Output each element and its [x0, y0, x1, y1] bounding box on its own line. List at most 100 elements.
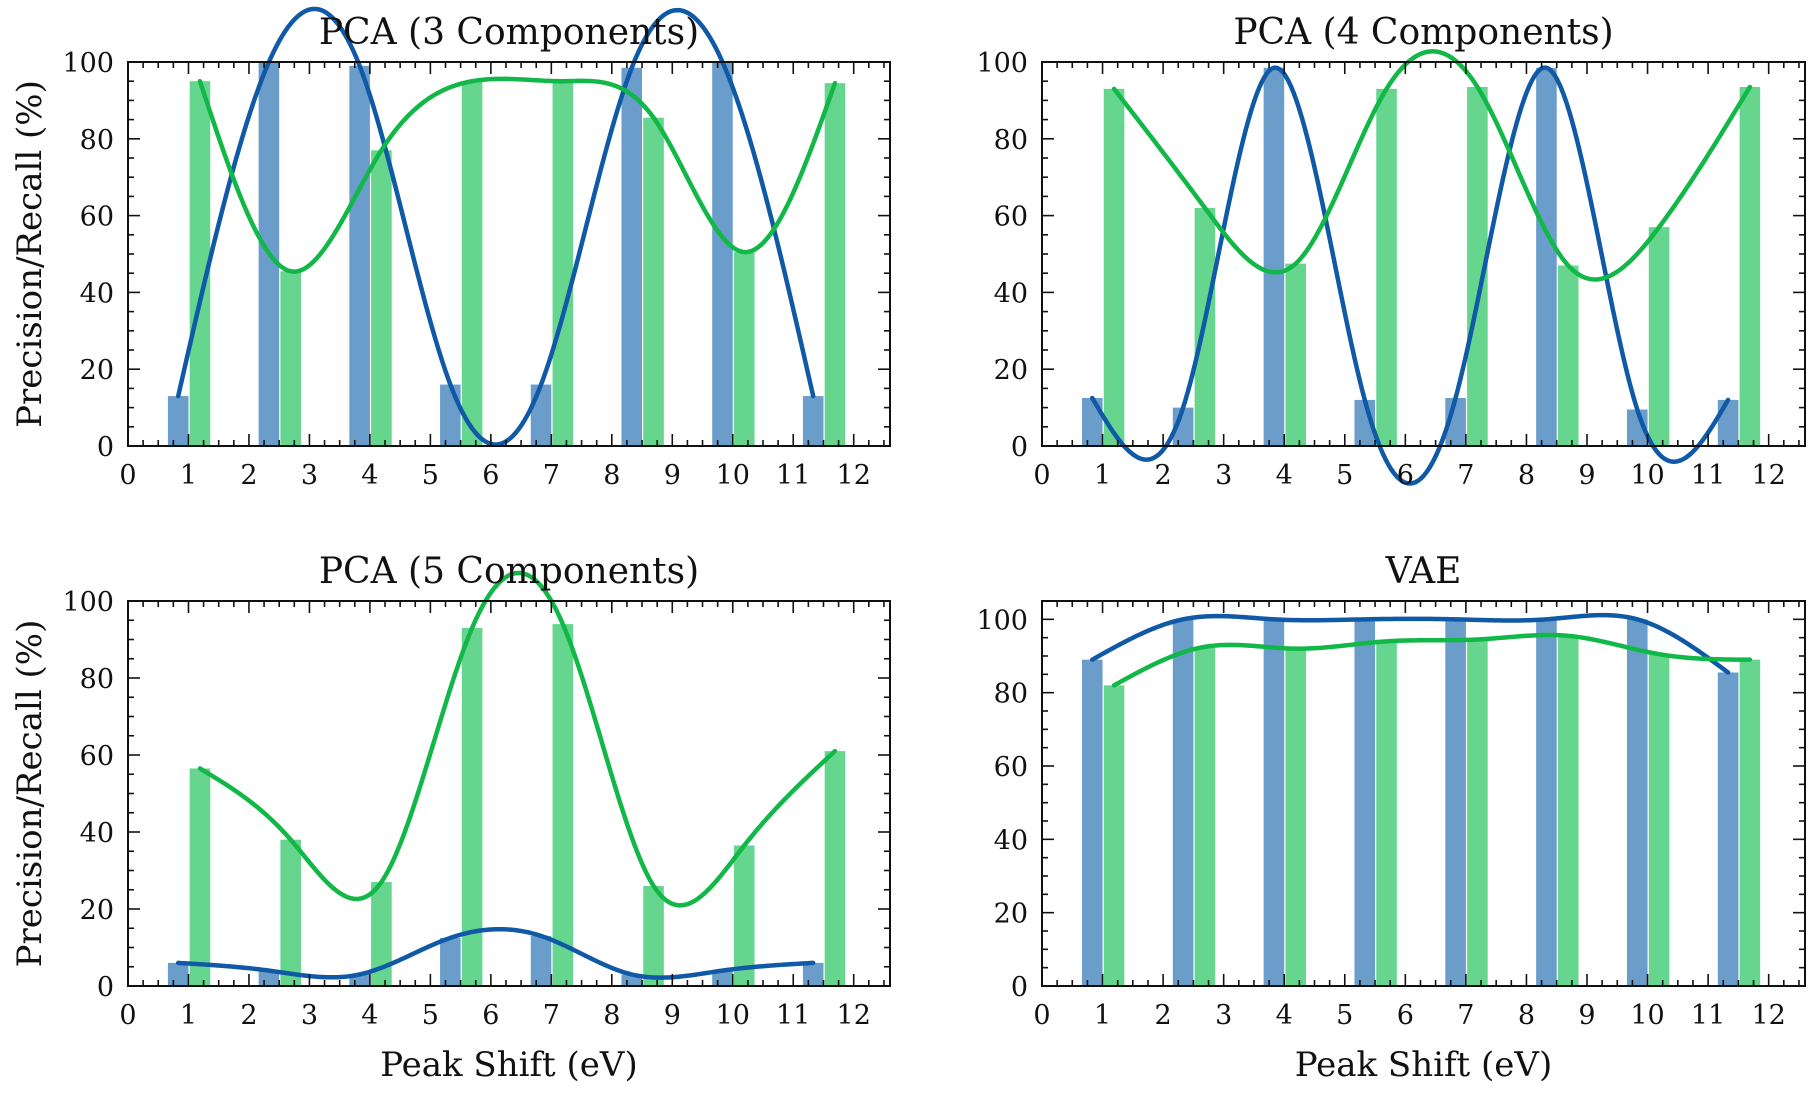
x-tick-label: 11 — [1691, 1000, 1725, 1031]
y-tick-label: 100 — [62, 587, 114, 618]
y-tick-label: 40 — [994, 825, 1028, 856]
bar-series-2 — [1376, 88, 1397, 446]
x-tick-label: 3 — [1215, 460, 1232, 491]
x-axis-label: Peak Shift (eV) — [1295, 1045, 1552, 1085]
panel-title: PCA (3 Components) — [319, 12, 699, 53]
bar-series-1 — [1081, 659, 1103, 986]
x-tick-label: 12 — [837, 460, 871, 491]
y-axis-label: Precision/Recall (%) — [10, 620, 50, 968]
x-tick-label: 4 — [1276, 1000, 1293, 1031]
y-tick-label: 60 — [80, 741, 114, 772]
y-tick-label: 0 — [1011, 432, 1028, 463]
bar-series-1 — [621, 67, 643, 446]
line-series-2 — [197, 570, 838, 908]
x-tick-label: 8 — [1518, 1000, 1535, 1031]
bar-series-2 — [1739, 86, 1761, 447]
x-tick-label: 6 — [482, 460, 499, 491]
line-series-1 — [175, 926, 816, 980]
y-tick-label: 20 — [80, 895, 114, 926]
bar-series-1 — [440, 937, 461, 986]
bar-series-2 — [1103, 685, 1125, 986]
bar-series-1 — [1445, 619, 1466, 986]
x-tick-label: 5 — [422, 1000, 439, 1031]
y-tick-label: 0 — [97, 972, 114, 1003]
bar-series-1 — [349, 65, 370, 446]
bar-series-1 — [1626, 619, 1648, 986]
y-axis-label: Precision/Recall (%) — [10, 80, 50, 428]
x-tick-label: 6 — [1397, 460, 1414, 491]
bar-series-2 — [280, 839, 301, 986]
line-series-1 — [1090, 65, 1731, 486]
x-tick-label: 5 — [1336, 1000, 1353, 1031]
x-tick-label: 7 — [543, 1000, 560, 1031]
line-series-1 — [1090, 612, 1731, 675]
bar-series-2 — [1467, 86, 1488, 447]
x-tick-label: 9 — [664, 460, 681, 491]
bar-series-2 — [189, 768, 211, 986]
bar-series-1 — [712, 62, 733, 446]
x-axis-label: Peak Shift (eV) — [380, 1045, 637, 1085]
y-tick-label: 100 — [976, 48, 1028, 79]
bar-series-2 — [280, 271, 301, 446]
panel-title: PCA (4 Components) — [1233, 12, 1613, 53]
bar-series-1 — [1354, 619, 1376, 986]
x-tick-label: 2 — [1155, 1000, 1172, 1031]
bar-series-1 — [167, 962, 189, 986]
bar-series-1 — [1717, 672, 1739, 986]
panel-title: PCA (5 Components) — [319, 551, 699, 592]
x-tick-label: 11 — [1691, 460, 1725, 491]
bar-series-1 — [802, 396, 824, 446]
x-tick-label: 2 — [240, 460, 257, 491]
y-tick-label: 60 — [994, 202, 1028, 233]
y-tick-label: 80 — [80, 125, 114, 156]
bar-series-1 — [1263, 67, 1285, 446]
x-tick-label: 4 — [361, 1000, 378, 1031]
x-tick-label: 9 — [1578, 460, 1595, 491]
bar-series-1 — [1172, 619, 1194, 986]
panel-title: VAE — [1385, 551, 1462, 592]
bar-series-1 — [530, 935, 552, 986]
x-tick-label: 0 — [1033, 460, 1050, 491]
x-tick-label: 9 — [664, 1000, 681, 1031]
bar-series-2 — [1194, 646, 1216, 986]
x-tick-label: 3 — [301, 1000, 318, 1031]
bar-series-2 — [1648, 654, 1670, 986]
bar-series-2 — [824, 83, 846, 447]
bar-series-2 — [1376, 641, 1397, 986]
line-series-1 — [175, 6, 816, 447]
x-tick-label: 12 — [837, 1000, 871, 1031]
x-tick-label: 0 — [1033, 1000, 1050, 1031]
x-tick-label: 12 — [1751, 460, 1785, 491]
bar-series-2 — [189, 81, 211, 446]
x-tick-label: 7 — [1457, 460, 1474, 491]
bar-series-2 — [733, 845, 755, 986]
x-tick-label: 10 — [1630, 460, 1664, 491]
bar-series-1 — [1536, 67, 1557, 446]
x-tick-label: 8 — [1518, 460, 1535, 491]
y-tick-label: 100 — [976, 605, 1028, 636]
y-tick-label: 80 — [994, 125, 1028, 156]
bar-series-2 — [552, 81, 574, 446]
y-tick-label: 100 — [62, 48, 114, 79]
x-tick-label: 0 — [119, 1000, 136, 1031]
x-tick-label: 6 — [1397, 1000, 1414, 1031]
bar-series-2 — [552, 624, 574, 986]
x-tick-label: 1 — [1094, 460, 1111, 491]
bar-series-1 — [440, 384, 461, 446]
x-tick-label: 10 — [716, 1000, 750, 1031]
y-tick-label: 40 — [994, 278, 1028, 309]
bar-series-1 — [1263, 619, 1285, 986]
x-tick-label: 0 — [119, 460, 136, 491]
bar-series-2 — [1103, 88, 1125, 446]
y-tick-label: 20 — [994, 899, 1028, 930]
x-tick-label: 2 — [240, 1000, 257, 1031]
line-series-2 — [197, 76, 838, 274]
x-tick-label: 9 — [1578, 1000, 1595, 1031]
bar-series-2 — [1285, 263, 1307, 446]
y-tick-label: 20 — [994, 355, 1028, 386]
bar-series-2 — [1648, 227, 1670, 446]
